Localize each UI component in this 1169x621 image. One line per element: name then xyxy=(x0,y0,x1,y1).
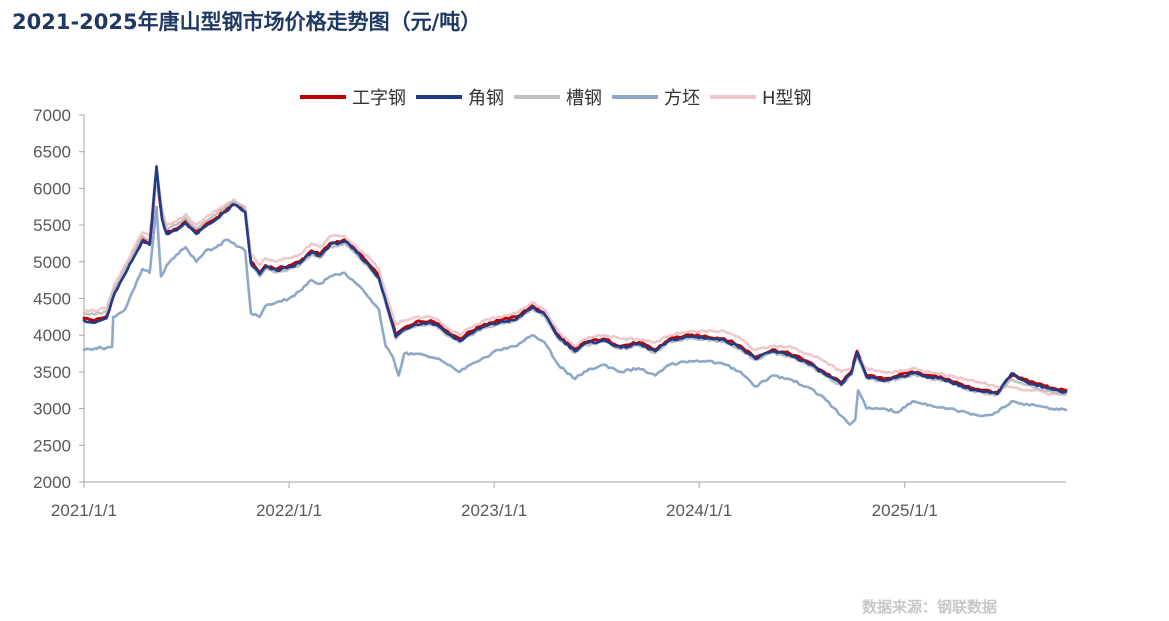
legend-swatch-channel-steel xyxy=(514,95,560,99)
x-tick-label: 2022/1/1 xyxy=(256,501,322,520)
legend-swatch-h-beam xyxy=(710,95,756,99)
legend-swatch-angle-steel xyxy=(416,95,462,99)
y-tick-label: 2500 xyxy=(33,436,71,455)
y-tick-label: 4000 xyxy=(33,326,71,345)
y-tick-label: 2000 xyxy=(33,473,71,492)
y-tick-label: 6500 xyxy=(33,143,71,162)
legend-label-i-beam: 工字钢 xyxy=(352,88,406,109)
y-tick-label: 5500 xyxy=(33,216,71,235)
series-line-billet xyxy=(82,205,1068,426)
legend-swatch-i-beam xyxy=(300,95,346,99)
legend-label-billet: 方坯 xyxy=(664,88,700,109)
data-source-note: 数据来源：钢联数据 xyxy=(862,598,998,616)
series-line-channel-steel xyxy=(82,176,1068,397)
legend-label-h-beam: H型钢 xyxy=(762,88,812,109)
y-tick-label: 3000 xyxy=(33,400,71,419)
legend-item-channel-steel: 槽钢 xyxy=(514,84,602,110)
x-tick-label: 2021/1/1 xyxy=(51,501,117,520)
y-tick-label: 4500 xyxy=(33,290,71,309)
legend-label-channel-steel: 槽钢 xyxy=(566,88,602,109)
page-title: 2021-2025年唐山型钢市场价格走势图（元/吨） xyxy=(12,10,482,34)
series-line-angle-steel xyxy=(82,165,1068,396)
legend: 工字钢 角钢 槽钢 方坯 H型钢 xyxy=(300,84,822,110)
y-tick-label: 7000 xyxy=(33,106,71,125)
x-tick-label: 2023/1/1 xyxy=(461,501,527,520)
legend-item-billet: 方坯 xyxy=(612,84,700,110)
x-tick-label: 2024/1/1 xyxy=(666,501,732,520)
legend-label-angle-steel: 角钢 xyxy=(468,88,504,109)
y-tick-label: 6000 xyxy=(33,179,71,198)
x-tick-label: 2025/1/1 xyxy=(872,501,938,520)
legend-item-h-beam: H型钢 xyxy=(710,84,812,110)
y-tick-label: 5000 xyxy=(33,253,71,272)
legend-item-angle-steel: 角钢 xyxy=(416,84,504,110)
legend-item-i-beam: 工字钢 xyxy=(300,84,406,110)
y-tick-label: 3500 xyxy=(33,363,71,382)
legend-swatch-billet xyxy=(612,95,658,99)
